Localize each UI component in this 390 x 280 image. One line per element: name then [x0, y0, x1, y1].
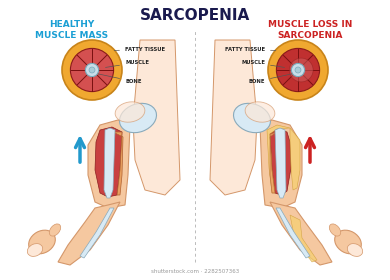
Text: MUSCLE LOSS IN
SARCOPENIA: MUSCLE LOSS IN SARCOPENIA	[268, 20, 352, 40]
Text: HEALTHY
MUSCLE MASS: HEALTHY MUSCLE MASS	[35, 20, 108, 40]
Ellipse shape	[347, 244, 363, 256]
Polygon shape	[95, 127, 122, 197]
Circle shape	[71, 48, 113, 92]
Text: SARCOPENIA: SARCOPENIA	[140, 8, 250, 23]
Circle shape	[295, 67, 301, 73]
Polygon shape	[133, 40, 180, 195]
Ellipse shape	[49, 224, 61, 236]
Polygon shape	[276, 208, 310, 258]
Circle shape	[268, 40, 328, 100]
Polygon shape	[88, 120, 130, 208]
Text: shutterstock.com · 2282507363: shutterstock.com · 2282507363	[151, 269, 239, 274]
Polygon shape	[267, 125, 290, 193]
Polygon shape	[104, 128, 115, 198]
Polygon shape	[210, 40, 257, 195]
Text: FATTY TISSUE: FATTY TISSUE	[225, 47, 276, 52]
Circle shape	[277, 48, 319, 92]
Ellipse shape	[329, 224, 341, 236]
Ellipse shape	[27, 244, 43, 256]
Polygon shape	[270, 129, 291, 195]
Text: MUSCLE: MUSCLE	[106, 60, 149, 67]
Text: FATTY TISSUE: FATTY TISSUE	[114, 47, 165, 52]
Circle shape	[291, 63, 305, 77]
Ellipse shape	[245, 102, 275, 122]
Circle shape	[85, 63, 99, 77]
Polygon shape	[113, 132, 123, 195]
Ellipse shape	[29, 230, 55, 254]
Circle shape	[89, 67, 95, 73]
Ellipse shape	[234, 103, 271, 133]
Polygon shape	[275, 128, 286, 198]
Circle shape	[62, 40, 122, 100]
Ellipse shape	[119, 103, 156, 133]
Polygon shape	[260, 120, 302, 208]
Polygon shape	[270, 132, 277, 193]
Polygon shape	[290, 128, 300, 190]
Polygon shape	[80, 208, 114, 258]
Text: MUSCLE: MUSCLE	[241, 60, 284, 67]
Text: BONE: BONE	[98, 74, 142, 84]
Ellipse shape	[115, 102, 145, 122]
Polygon shape	[58, 202, 120, 265]
Polygon shape	[270, 202, 332, 265]
Circle shape	[289, 58, 313, 82]
Polygon shape	[290, 215, 317, 262]
Ellipse shape	[335, 230, 361, 254]
Text: BONE: BONE	[248, 74, 292, 84]
